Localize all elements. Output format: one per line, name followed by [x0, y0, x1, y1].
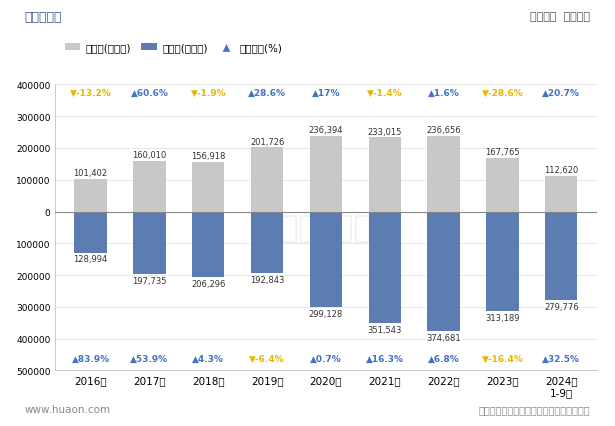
Bar	[486, 159, 518, 212]
Text: ▼-1.9%: ▼-1.9%	[191, 89, 226, 98]
Bar	[74, 212, 107, 253]
Text: ▲53.9%: ▲53.9%	[130, 354, 169, 363]
Bar	[368, 138, 401, 212]
Bar	[251, 212, 284, 273]
Bar	[192, 162, 224, 212]
Bar	[310, 212, 342, 307]
Bar	[427, 212, 460, 331]
Bar	[192, 212, 224, 277]
Text: 160,010: 160,010	[132, 150, 167, 159]
Bar	[427, 137, 460, 212]
Text: 192,843: 192,843	[250, 275, 284, 284]
Text: 167,765: 167,765	[485, 148, 520, 157]
Text: 128,994: 128,994	[74, 255, 108, 264]
Text: 313,189: 313,189	[485, 313, 520, 322]
Text: ▲83.9%: ▲83.9%	[71, 354, 109, 363]
Bar	[133, 212, 165, 275]
Bar	[486, 212, 518, 311]
Text: ▼-28.6%: ▼-28.6%	[482, 89, 523, 98]
Text: 236,394: 236,394	[309, 126, 343, 135]
Text: ▼-16.4%: ▼-16.4%	[482, 354, 523, 363]
Text: ▲1.6%: ▲1.6%	[427, 89, 459, 98]
Text: ▼-6.4%: ▼-6.4%	[249, 354, 285, 363]
Text: 数据来源：中国海关，华经产业研究院整理: 数据来源：中国海关，华经产业研究院整理	[478, 404, 590, 414]
Text: ▲17%: ▲17%	[312, 89, 340, 98]
Text: 201,726: 201,726	[250, 137, 284, 146]
Text: ▲20.7%: ▲20.7%	[542, 89, 581, 98]
Bar	[545, 176, 577, 212]
Text: ▲60.6%: ▲60.6%	[130, 89, 169, 98]
Bar	[368, 212, 401, 323]
Bar	[74, 180, 107, 212]
Text: 279,776: 279,776	[544, 303, 579, 312]
Text: 112,620: 112,620	[544, 165, 578, 174]
Text: ▲0.7%: ▲0.7%	[310, 354, 342, 363]
Text: ▲6.8%: ▲6.8%	[427, 354, 459, 363]
Text: 华经产业研究院: 华经产业研究院	[262, 213, 390, 242]
Text: www.huaon.com: www.huaon.com	[25, 404, 111, 414]
Text: 236,656: 236,656	[426, 126, 461, 135]
Text: ▼-13.2%: ▼-13.2%	[69, 89, 111, 98]
Text: ▲16.3%: ▲16.3%	[366, 354, 404, 363]
Text: 2016-2024年9月红河州(境内目的地/货源地)进、出口额: 2016-2024年9月红河州(境内目的地/货源地)进、出口额	[139, 46, 476, 64]
Bar	[310, 137, 342, 212]
Text: 华经情报网: 华经情报网	[25, 11, 62, 23]
Text: ▼-1.4%: ▼-1.4%	[367, 89, 403, 98]
Text: ▲32.5%: ▲32.5%	[542, 354, 581, 363]
Text: 197,735: 197,735	[132, 276, 167, 286]
Text: 374,681: 374,681	[426, 333, 461, 342]
Text: 206,296: 206,296	[191, 279, 226, 288]
Bar	[133, 161, 165, 212]
Text: ▲28.6%: ▲28.6%	[248, 89, 286, 98]
Bar	[545, 212, 577, 301]
Text: 101,402: 101,402	[74, 169, 108, 178]
Text: ▲4.3%: ▲4.3%	[192, 354, 224, 363]
Legend: 出口额(万美元), 进口额(万美元), 同比增长(%): 出口额(万美元), 进口额(万美元), 同比增长(%)	[60, 39, 286, 58]
Bar	[251, 148, 284, 212]
Text: 351,543: 351,543	[368, 325, 402, 334]
Text: 233,015: 233,015	[368, 127, 402, 136]
Text: 299,128: 299,128	[309, 309, 343, 318]
Text: 156,918: 156,918	[191, 151, 226, 160]
Text: 专业严谨  客观科学: 专业严谨 客观科学	[530, 12, 590, 22]
